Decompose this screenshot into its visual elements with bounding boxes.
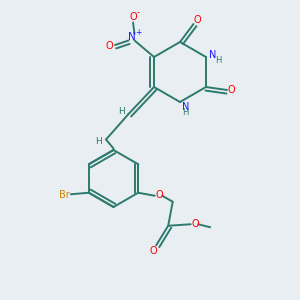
Text: O: O — [150, 246, 158, 256]
Text: Br: Br — [59, 190, 70, 200]
Text: O: O — [193, 15, 201, 26]
Text: O: O — [191, 219, 199, 229]
Text: O: O — [106, 41, 113, 52]
Text: +: + — [135, 28, 141, 37]
Text: H: H — [182, 108, 189, 117]
Text: -: - — [137, 8, 140, 17]
Text: H: H — [215, 56, 222, 65]
Text: N: N — [209, 50, 216, 60]
Text: N: N — [128, 32, 135, 43]
Text: O: O — [228, 85, 236, 95]
Text: O: O — [129, 12, 137, 22]
Text: H: H — [95, 136, 102, 146]
Text: N: N — [182, 102, 189, 112]
Text: H: H — [118, 106, 124, 116]
Text: O: O — [155, 190, 163, 200]
